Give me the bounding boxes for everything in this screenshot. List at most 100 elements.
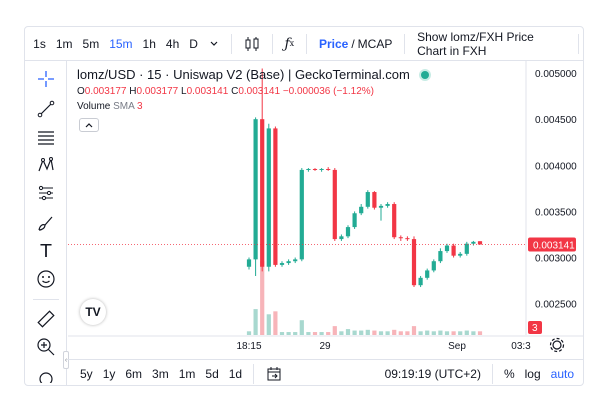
legend-collapse-chevron-up-icon[interactable] xyxy=(79,118,99,132)
candle-body xyxy=(260,119,265,267)
high-value: 0.003177 xyxy=(136,86,179,97)
range-1m[interactable]: 1m xyxy=(178,366,196,381)
candles-style-icon[interactable] xyxy=(238,36,266,52)
candle-body xyxy=(365,192,370,207)
mcap-toggle[interactable]: MCAP xyxy=(357,36,393,51)
candle-body xyxy=(286,261,291,264)
price-chart[interactable]: 0.005000 0.004500 0.004000 0.003500 0.003000… xyxy=(25,27,584,386)
volume-bar xyxy=(451,331,456,335)
volume-bar xyxy=(339,331,344,335)
live-status-dot xyxy=(421,71,430,79)
toolbar-divider xyxy=(306,33,307,54)
volume-bar xyxy=(431,331,436,335)
goto-date-icon[interactable] xyxy=(260,366,288,382)
volume-bar xyxy=(326,332,331,335)
candle-body xyxy=(471,241,476,244)
range-1y[interactable]: 1y xyxy=(102,366,116,381)
volume-bar xyxy=(385,331,390,335)
range-5d[interactable]: 5d xyxy=(205,366,219,381)
volume-bar xyxy=(260,261,265,335)
price-toggle[interactable]: Price xyxy=(318,36,349,51)
volume-bar xyxy=(319,332,324,335)
volume-bar xyxy=(425,330,430,335)
legend-title: lomz/USD · 15 · Uniswap V2 (Base) | Geck… xyxy=(77,67,430,82)
change-value: −0.000036 (−1.12%) xyxy=(282,86,374,97)
zoom-in-icon[interactable] xyxy=(34,335,58,359)
prediction-tool-icon[interactable] xyxy=(34,181,58,205)
candle-body xyxy=(464,243,469,254)
price-mcap-toggle[interactable]: Price / MCAP xyxy=(318,36,393,51)
volume-bar xyxy=(365,329,370,335)
candle-body xyxy=(458,253,463,256)
y-tick-label: 0.004000 xyxy=(535,161,577,172)
range-3m[interactable]: 3m xyxy=(152,366,169,381)
interval-1s[interactable]: 1s xyxy=(33,36,46,51)
interval-5m[interactable]: 5m xyxy=(82,36,100,51)
volume-bar xyxy=(471,331,476,335)
interval-dropdown-chevron-down-icon[interactable] xyxy=(203,40,225,48)
open-value: 0.003177 xyxy=(84,86,127,97)
show-pair-link[interactable]: Show lomz/FXH Price Chart in FXH xyxy=(417,29,534,58)
candle-body xyxy=(418,277,423,286)
crosshair-icon[interactable] xyxy=(34,67,58,91)
close-key: C xyxy=(231,86,239,97)
volume-bar xyxy=(286,332,291,335)
chart-legend: lomz/USD · 15 · Uniswap V2 (Base) | Geck… xyxy=(77,67,430,112)
candle-body xyxy=(477,241,483,245)
volume-last-label: 3 xyxy=(532,323,538,334)
log-scale-toggle[interactable]: log xyxy=(524,366,541,381)
volume-bar xyxy=(345,329,351,335)
emoji-icon[interactable] xyxy=(34,267,58,291)
last-price-label: 0.003141 xyxy=(533,241,575,252)
candle-body xyxy=(352,213,357,228)
percent-scale-toggle[interactable]: % xyxy=(503,366,515,381)
volume-bar xyxy=(444,331,450,335)
volume-bar xyxy=(372,330,377,335)
candle-body xyxy=(279,263,285,265)
trend-line-icon[interactable] xyxy=(34,97,58,121)
volume-bar xyxy=(359,330,364,335)
interval-4h[interactable]: 4h xyxy=(165,36,180,51)
utc-clock[interactable]: 09:19:19 (UTC+2) xyxy=(384,366,481,381)
volume-bar xyxy=(411,326,417,335)
y-tick-label: 0.003000 xyxy=(535,254,577,265)
ruler-icon[interactable] xyxy=(34,307,58,331)
candle-body xyxy=(398,237,403,239)
horizontal-lines-icon[interactable] xyxy=(34,125,58,149)
y-tick-label: 0.003500 xyxy=(535,207,577,218)
interval-1m[interactable]: 1m xyxy=(55,36,73,51)
tradingview-logo[interactable]: TV xyxy=(80,299,106,325)
x-tick-label: 18:15 xyxy=(236,341,261,352)
candle-body xyxy=(253,119,258,260)
text-tool-icon[interactable]: T xyxy=(40,240,52,262)
toolbar-divider xyxy=(578,33,579,54)
interval-1h[interactable]: 1h xyxy=(142,36,156,51)
range-6m[interactable]: 6m xyxy=(125,366,143,381)
volume-bar xyxy=(352,330,357,335)
auto-scale-toggle[interactable]: auto xyxy=(550,366,574,381)
y-tick-label: 0.004500 xyxy=(535,115,577,126)
x-tick-label: 29 xyxy=(319,341,331,352)
brush-icon[interactable] xyxy=(34,211,58,235)
candle-body xyxy=(293,259,298,262)
volume-bar xyxy=(458,331,463,335)
candle-body xyxy=(438,251,443,262)
pair-title: lomz/USD · 15 · Uniswap V2 (Base) | Geck… xyxy=(77,67,410,82)
pattern-tool-icon[interactable] xyxy=(34,153,58,177)
candle-body xyxy=(299,169,304,260)
range-1d[interactable]: 1d xyxy=(228,366,243,381)
sidebar-collapse-handle[interactable]: ‹ xyxy=(63,351,69,369)
candle-body xyxy=(273,128,278,265)
volume-bar xyxy=(438,330,443,335)
chart-settings-gear-icon[interactable] xyxy=(549,337,565,353)
more-tools-icon[interactable] xyxy=(34,367,58,383)
interval-15m[interactable]: 15m xyxy=(109,36,133,51)
interval-d[interactable]: D xyxy=(189,36,198,51)
candle-body xyxy=(319,168,324,170)
range-5y[interactable]: 5y xyxy=(80,366,93,381)
candle-body xyxy=(332,169,337,240)
volume-legend: Volume SMA 3 xyxy=(77,101,429,112)
volume-sma-label: SMA xyxy=(113,101,135,112)
